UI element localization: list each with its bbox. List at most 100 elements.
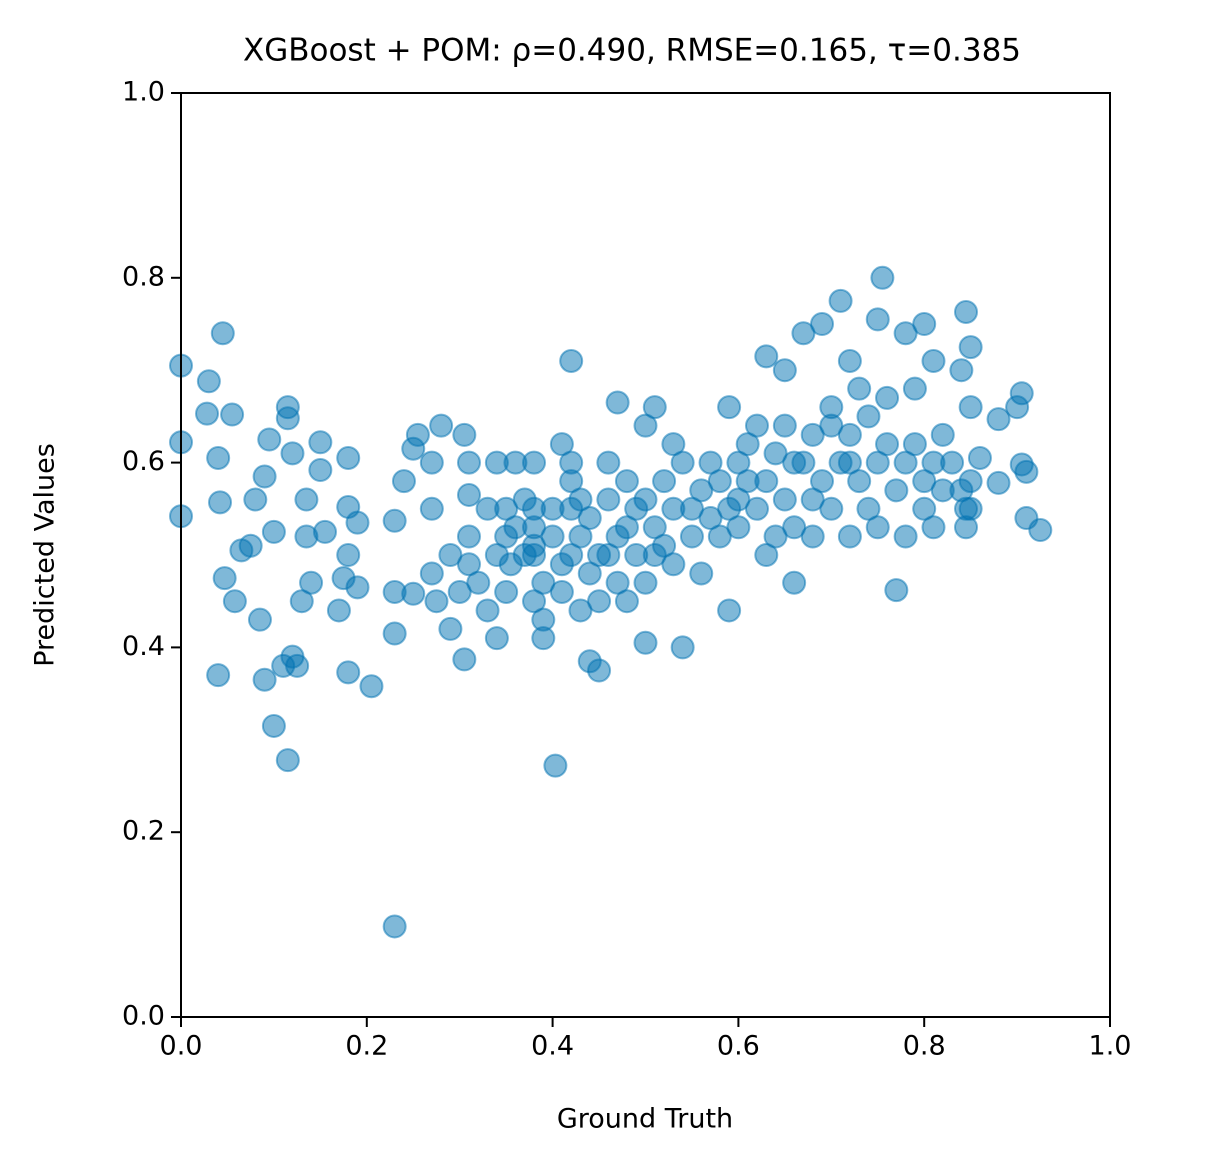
- point: [661, 496, 686, 521]
- point: [847, 469, 872, 494]
- point: [252, 667, 277, 692]
- point: [559, 348, 584, 373]
- point: [280, 441, 305, 466]
- y-tick-label: 0.0: [122, 1001, 165, 1032]
- point: [810, 312, 835, 336]
- point: [819, 496, 844, 521]
- point: [605, 570, 630, 595]
- point: [456, 524, 481, 549]
- point: [484, 543, 509, 567]
- point: [837, 524, 862, 549]
- point: [1028, 518, 1053, 543]
- point: [531, 607, 556, 632]
- point: [772, 413, 797, 438]
- point: [828, 450, 853, 475]
- point: [893, 524, 918, 549]
- point: [954, 515, 979, 540]
- point: [633, 570, 658, 595]
- point: [220, 402, 245, 427]
- point: [614, 515, 639, 540]
- y-tick-label: 0.2: [122, 816, 165, 847]
- point: [837, 422, 862, 447]
- point: [958, 395, 983, 420]
- point: [596, 450, 621, 475]
- point: [717, 598, 742, 623]
- point: [949, 358, 974, 383]
- point: [494, 579, 519, 604]
- point: [429, 413, 454, 438]
- x-tick-label: 1.0: [1089, 1031, 1132, 1062]
- x-axis-label: Ground Truth: [557, 1104, 733, 1135]
- point: [401, 581, 426, 606]
- point: [196, 369, 221, 394]
- point: [689, 561, 714, 586]
- point: [275, 395, 300, 420]
- point: [772, 358, 797, 383]
- chart-title: XGBoost + POM: ρ=0.490, RMSE=0.165, τ=0.…: [243, 33, 1021, 69]
- point: [456, 450, 481, 475]
- point: [484, 626, 509, 651]
- point: [210, 321, 235, 346]
- point: [391, 469, 416, 494]
- point: [452, 422, 477, 447]
- point: [419, 561, 444, 586]
- point: [382, 621, 407, 646]
- point: [382, 914, 407, 939]
- point: [285, 653, 310, 678]
- point: [791, 450, 816, 475]
- y-axis-label: Predicted Values: [30, 443, 61, 667]
- point: [549, 552, 574, 577]
- point: [856, 404, 881, 429]
- point: [456, 482, 481, 507]
- point: [549, 579, 574, 604]
- x-tick-label: 0.6: [717, 1031, 760, 1062]
- point: [275, 748, 300, 773]
- point: [540, 524, 565, 549]
- point: [212, 566, 237, 591]
- point: [238, 533, 263, 558]
- point: [726, 515, 751, 540]
- point: [800, 422, 825, 447]
- y-tick-label: 0.6: [122, 446, 165, 477]
- point: [810, 469, 835, 494]
- point: [954, 299, 979, 324]
- point: [837, 348, 862, 373]
- point: [577, 506, 602, 531]
- point: [257, 427, 282, 452]
- point: [912, 312, 937, 336]
- point: [865, 515, 890, 540]
- point: [707, 469, 732, 494]
- point: [438, 616, 463, 641]
- point: [587, 658, 612, 683]
- point: [543, 753, 568, 778]
- point: [958, 335, 983, 360]
- point: [345, 510, 370, 535]
- point: [308, 457, 333, 482]
- point: [605, 390, 630, 415]
- point: [405, 422, 430, 447]
- point: [930, 422, 955, 447]
- point: [614, 469, 639, 494]
- point: [642, 395, 667, 420]
- point: [754, 469, 779, 494]
- point: [475, 598, 500, 623]
- point: [652, 469, 677, 494]
- point: [986, 407, 1011, 432]
- point: [884, 478, 909, 503]
- point: [261, 519, 286, 544]
- x-tick-label: 0.2: [345, 1031, 388, 1062]
- point: [772, 487, 797, 512]
- point: [336, 660, 361, 685]
- point: [744, 496, 769, 521]
- point: [902, 432, 927, 457]
- point: [754, 344, 779, 369]
- y-tick-label: 0.4: [122, 631, 165, 662]
- point: [587, 589, 612, 614]
- x-tick-label: 0.0: [160, 1031, 203, 1062]
- point: [326, 598, 351, 623]
- point: [986, 470, 1011, 495]
- point: [921, 450, 946, 475]
- point: [336, 445, 361, 470]
- point: [559, 469, 584, 494]
